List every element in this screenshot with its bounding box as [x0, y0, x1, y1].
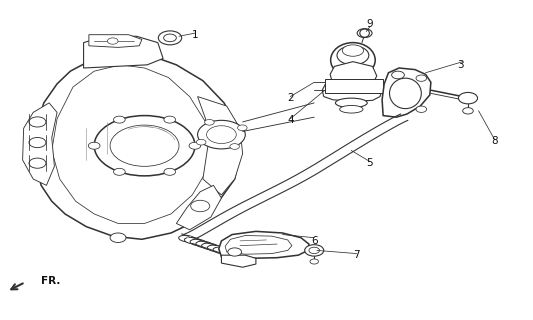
Circle shape	[189, 142, 201, 149]
Circle shape	[310, 259, 318, 264]
Polygon shape	[322, 81, 382, 101]
Polygon shape	[382, 68, 431, 117]
Ellipse shape	[29, 117, 46, 127]
Ellipse shape	[29, 158, 46, 168]
Polygon shape	[330, 62, 377, 92]
Ellipse shape	[184, 237, 201, 244]
Ellipse shape	[342, 45, 364, 56]
Text: 8: 8	[491, 136, 498, 146]
Polygon shape	[33, 52, 240, 239]
Circle shape	[463, 108, 473, 114]
Circle shape	[198, 120, 245, 149]
Text: 9: 9	[367, 19, 373, 28]
Polygon shape	[176, 185, 221, 230]
Text: 2: 2	[287, 93, 294, 103]
Circle shape	[309, 247, 319, 253]
Text: 5: 5	[367, 158, 373, 168]
Circle shape	[110, 233, 126, 243]
Circle shape	[191, 200, 210, 212]
Circle shape	[205, 119, 214, 125]
Polygon shape	[219, 231, 309, 258]
Polygon shape	[198, 97, 243, 195]
Text: 3: 3	[457, 60, 463, 70]
Circle shape	[114, 168, 125, 175]
Polygon shape	[225, 236, 292, 254]
Polygon shape	[221, 255, 256, 267]
Circle shape	[416, 106, 426, 112]
Polygon shape	[325, 79, 383, 93]
Text: FR.: FR.	[41, 276, 61, 285]
Circle shape	[94, 116, 195, 176]
Ellipse shape	[337, 46, 369, 65]
Circle shape	[158, 31, 182, 45]
Circle shape	[108, 38, 118, 44]
Circle shape	[114, 116, 125, 123]
Ellipse shape	[196, 241, 213, 248]
Circle shape	[238, 125, 247, 131]
Polygon shape	[89, 35, 142, 47]
Ellipse shape	[330, 43, 375, 77]
Circle shape	[164, 168, 175, 175]
Ellipse shape	[390, 78, 421, 108]
Ellipse shape	[335, 98, 367, 108]
Circle shape	[458, 92, 478, 104]
Ellipse shape	[201, 243, 218, 250]
Circle shape	[357, 29, 372, 37]
Text: 1: 1	[191, 30, 198, 40]
Circle shape	[110, 125, 179, 166]
Ellipse shape	[29, 138, 46, 148]
Circle shape	[197, 139, 206, 145]
Text: 6: 6	[311, 236, 318, 246]
Polygon shape	[84, 36, 163, 68]
Ellipse shape	[190, 239, 207, 246]
Ellipse shape	[340, 105, 363, 113]
Circle shape	[305, 245, 324, 256]
Text: 4: 4	[287, 115, 294, 125]
Circle shape	[164, 116, 175, 123]
Circle shape	[416, 75, 426, 81]
Ellipse shape	[179, 235, 195, 242]
Polygon shape	[52, 65, 211, 223]
Circle shape	[207, 126, 236, 143]
Circle shape	[228, 248, 241, 256]
Text: 7: 7	[353, 250, 360, 260]
Circle shape	[164, 34, 176, 42]
Circle shape	[230, 144, 239, 149]
Circle shape	[392, 71, 405, 79]
Circle shape	[88, 142, 100, 149]
Polygon shape	[22, 103, 57, 185]
Ellipse shape	[207, 245, 224, 252]
Ellipse shape	[213, 247, 230, 254]
